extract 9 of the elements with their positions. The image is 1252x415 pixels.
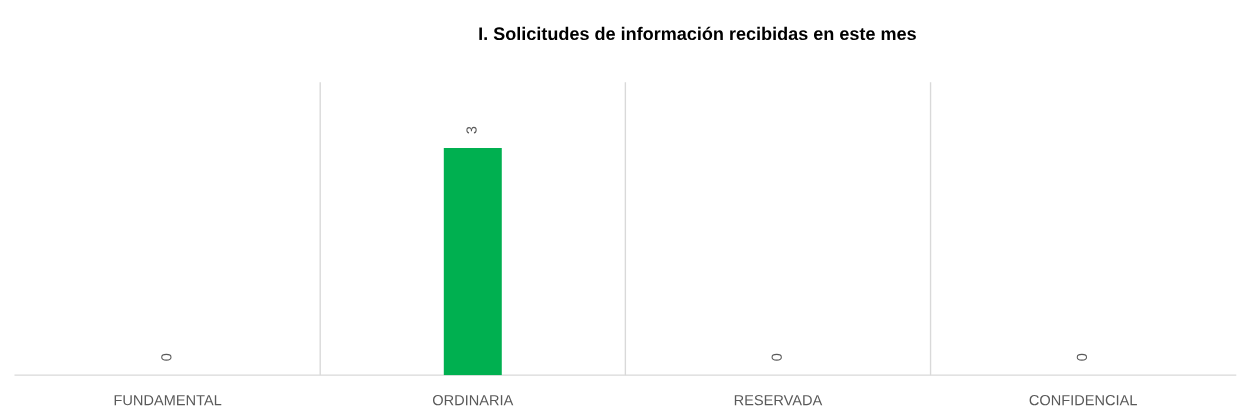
data-label: 0 xyxy=(771,353,782,361)
x-tick-label: FUNDAMENTAL xyxy=(114,395,222,406)
data-label: 0 xyxy=(1076,353,1088,361)
chart-title: I. Solicitudes de información recibidas en este mes xyxy=(479,26,916,41)
data-label: 0 xyxy=(161,353,172,361)
x-tick-label: ORDINARIA xyxy=(432,394,514,406)
x-tick-label: RESERVADA xyxy=(734,394,823,406)
data-label: 3 xyxy=(466,126,477,134)
x-tick-label: CONFIDENCIAL xyxy=(1029,394,1137,406)
